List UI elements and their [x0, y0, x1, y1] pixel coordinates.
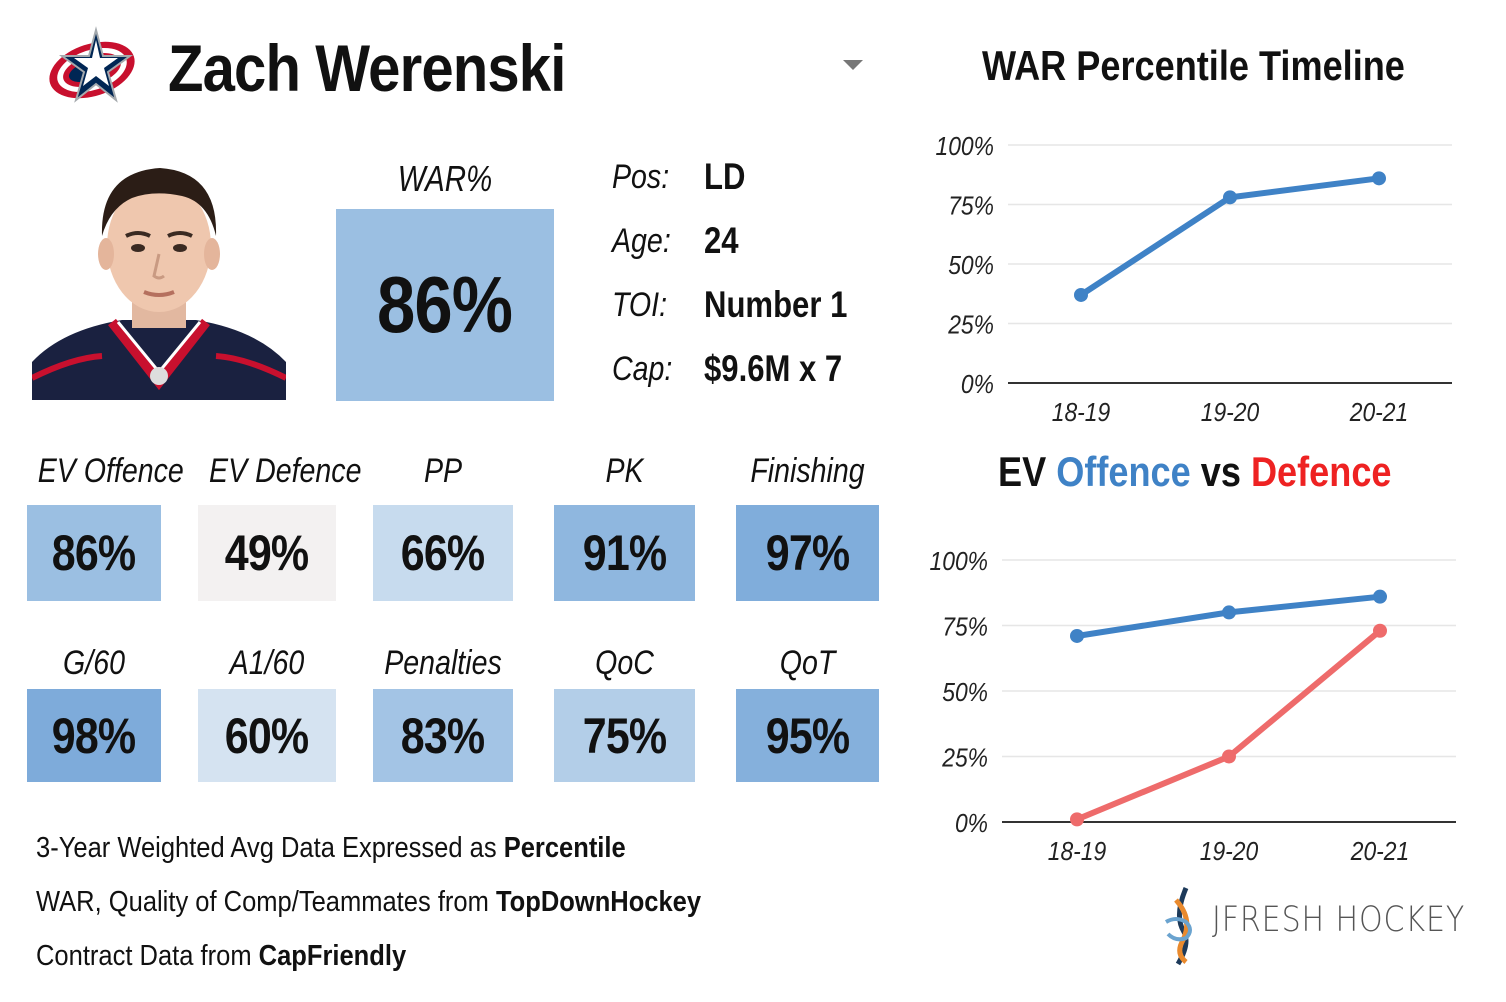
note-bold: Percentile	[503, 832, 626, 864]
stat-label: PP	[423, 452, 463, 490]
data-point	[1222, 605, 1236, 620]
y-tick-label: 0%	[955, 810, 988, 839]
x-tick-label: 19-20	[1200, 838, 1259, 867]
note-text: 3-Year Weighted Avg Data Expressed as	[36, 832, 504, 864]
stat-label: QoC	[595, 644, 654, 682]
stat-label: PK	[605, 452, 644, 490]
info-label-pos: Pos:	[612, 158, 670, 196]
x-tick-label: 20-21	[1350, 838, 1409, 867]
stat-value: 75%	[582, 707, 667, 764]
war-value: 86%	[377, 260, 513, 349]
data-point	[1070, 812, 1084, 827]
stat-box: 95%	[736, 689, 879, 782]
info-label-cap: Cap:	[612, 350, 673, 388]
note-contract-source: Contract Data from CapFriendly	[36, 940, 406, 973]
x-tick-label: 18-19	[1052, 399, 1111, 428]
stat-label: Penalties	[384, 644, 502, 682]
stat-box: 75%	[554, 689, 695, 782]
note-text: Contract Data from	[36, 940, 259, 972]
stat-box: 83%	[373, 689, 513, 782]
stat-label: EV Offence	[37, 452, 184, 490]
stat-label: QoT	[779, 644, 836, 682]
stat-value: 95%	[765, 707, 850, 764]
data-point	[1222, 749, 1236, 764]
data-point	[1223, 190, 1237, 205]
player-headshot	[32, 150, 286, 400]
war-label: WAR%	[397, 158, 493, 199]
stat-label: G/60	[63, 644, 125, 682]
title-part-vs: vs	[1200, 448, 1241, 495]
team-logo-icon	[49, 26, 135, 103]
stat-box: 98%	[27, 689, 161, 782]
info-value-toi: Number 1	[704, 284, 848, 325]
title-part-ev: EV	[998, 448, 1047, 495]
stat-value: 91%	[582, 525, 667, 581]
y-tick-label: 100%	[930, 548, 988, 577]
series-line	[1074, 627, 1383, 823]
player-name: Zach Werenski	[168, 31, 566, 105]
y-tick-label: 100%	[936, 133, 994, 162]
stat-box: 49%	[198, 505, 336, 601]
y-tick-label: 50%	[948, 252, 994, 281]
stat-value: 86%	[52, 525, 136, 581]
x-tick-label: 18-19	[1048, 838, 1107, 867]
y-tick-label: 50%	[942, 679, 988, 708]
info-value-cap: $9.6M x 7	[704, 348, 843, 389]
war-value-box: 86%	[336, 209, 554, 401]
stat-box: 66%	[373, 505, 513, 601]
y-tick-label: 0%	[961, 371, 994, 400]
data-point	[1373, 589, 1387, 604]
data-point	[1070, 628, 1084, 643]
war-timeline-title: WAR Percentile Timeline	[982, 42, 1405, 89]
stat-box: 60%	[198, 689, 336, 782]
title-part-defence: Defence	[1250, 448, 1392, 495]
note-text: WAR, Quality of Comp/Teammates from	[36, 886, 496, 918]
hockey-stick-logo-icon	[1164, 887, 1192, 966]
x-tick-label: 20-21	[1349, 399, 1408, 428]
title-part-offence: Offence	[1056, 448, 1191, 495]
x-tick-label: 19-20	[1201, 399, 1260, 428]
stat-label: A1/60	[229, 644, 305, 682]
stat-value: 49%	[225, 525, 309, 581]
y-tick-label: 25%	[941, 744, 988, 773]
y-tick-label: 25%	[947, 311, 994, 340]
stat-value: 98%	[52, 707, 136, 764]
note-bold: TopDownHockey	[495, 886, 702, 918]
data-point	[1373, 623, 1387, 638]
info-label-toi: TOI:	[612, 286, 668, 324]
stat-box: 86%	[27, 505, 161, 601]
note-war-source: WAR, Quality of Comp/Teammates from TopD…	[36, 886, 701, 919]
brand-text: JFRESH HOCKEY	[1212, 900, 1466, 940]
y-tick-label: 75%	[942, 613, 988, 642]
note-percentile: 3-Year Weighted Avg Data Expressed as Pe…	[36, 832, 626, 865]
y-tick-label: 75%	[948, 192, 994, 221]
info-value-pos: LD	[704, 156, 746, 197]
data-point	[1372, 171, 1386, 186]
data-point	[1074, 287, 1088, 302]
player-select-dropdown-icon[interactable]	[843, 60, 863, 70]
ev-offence-defence-chart: 0% 25% 50% 75% 100% 18-19 19-20 20-21	[930, 548, 1456, 867]
stat-value: 60%	[225, 707, 309, 764]
stat-box: 91%	[554, 505, 695, 601]
stat-box: 97%	[736, 505, 879, 601]
info-value-age: 24	[704, 220, 739, 261]
info-label-age: Age:	[612, 222, 671, 260]
note-bold: CapFriendly	[258, 940, 407, 972]
stat-label: EV Defence	[209, 452, 362, 490]
stat-label: Finishing	[750, 452, 865, 490]
ev-offence-defence-title: EV Offence vs Defence	[998, 448, 1391, 496]
war-timeline-chart: 0% 25% 50% 75% 100% 18-19 19-20 20-21	[936, 133, 1452, 428]
stat-value: 97%	[765, 525, 850, 581]
stat-value: 83%	[401, 707, 485, 764]
stat-value: 66%	[401, 525, 485, 581]
